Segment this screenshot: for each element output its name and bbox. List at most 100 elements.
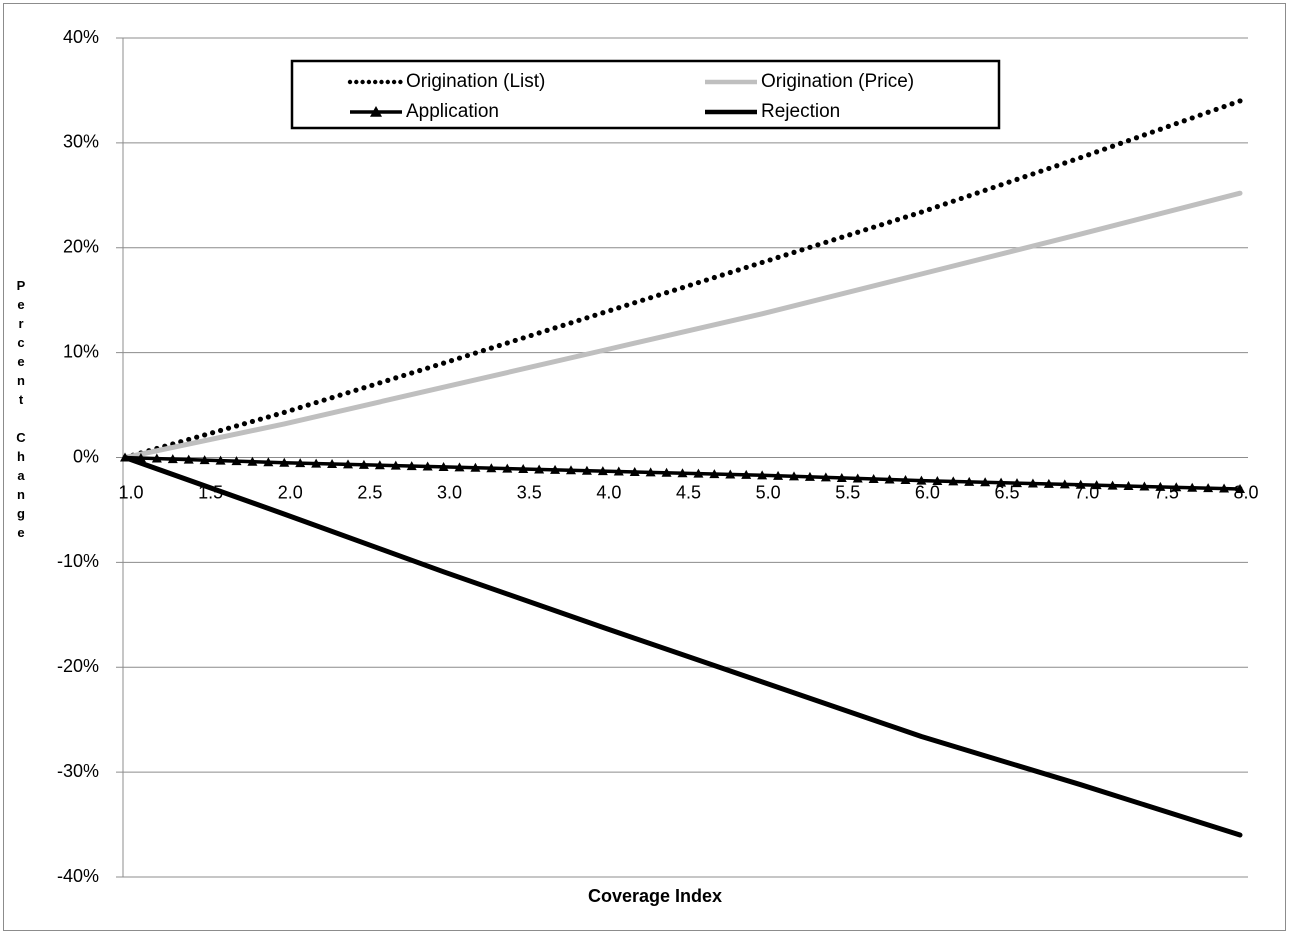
- y-tick-label: -20%: [57, 656, 99, 676]
- application-marker: [948, 476, 959, 486]
- application-marker: [358, 459, 369, 469]
- application-marker: [613, 466, 624, 476]
- data-point: [886, 219, 893, 225]
- data-point: [695, 279, 702, 286]
- legend-item: Rejection: [705, 101, 840, 122]
- application-marker: [454, 462, 465, 472]
- application-marker: [916, 475, 927, 485]
- legend-swatch: [354, 79, 359, 85]
- data-point: [942, 201, 948, 207]
- data-point: [1030, 171, 1036, 177]
- data-point: [528, 332, 534, 339]
- data-point: [863, 227, 869, 233]
- data-point: [472, 350, 479, 356]
- data-point: [703, 277, 709, 283]
- application-marker: [1027, 478, 1038, 488]
- data-point: [1221, 103, 1227, 110]
- data-point: [767, 257, 773, 263]
- data-point: [1197, 112, 1203, 118]
- y-tick-label: -10%: [57, 551, 99, 571]
- x-tick-label: 7.5: [1154, 482, 1179, 502]
- y-axis-title-letter: g: [17, 506, 25, 521]
- x-tick-label: 1.0: [118, 482, 143, 502]
- application-marker: [804, 471, 815, 481]
- y-axis-title-letter: c: [17, 335, 25, 350]
- x-tick-label: 4.0: [596, 482, 621, 502]
- application-marker: [757, 470, 768, 480]
- data-point: [186, 436, 192, 443]
- application-marker: [932, 475, 943, 485]
- application-marker: [215, 455, 226, 465]
- data-point: [194, 434, 200, 440]
- y-axis-title-letter: e: [17, 354, 25, 369]
- data-point: [297, 404, 303, 411]
- application-marker: [677, 468, 688, 478]
- application-marker: [566, 465, 576, 475]
- data-point: [217, 427, 224, 434]
- data-point: [847, 232, 853, 238]
- data-point: [1014, 176, 1020, 182]
- data-point: [783, 252, 789, 258]
- y-axis-title-letter: e: [17, 297, 25, 312]
- data-point: [281, 409, 287, 416]
- series-origination-list: [122, 98, 1243, 461]
- application-marker: [836, 472, 847, 482]
- data-point: [1062, 160, 1068, 166]
- data-point: [807, 244, 813, 250]
- x-tick-label: 6.5: [995, 482, 1020, 502]
- data-point: [1070, 157, 1076, 163]
- y-axis-title-letter: a: [17, 468, 25, 483]
- data-point: [894, 217, 901, 223]
- application-marker: [343, 459, 353, 469]
- data-point: [1165, 123, 1171, 130]
- data-point: [727, 269, 733, 276]
- application-marker: [1187, 482, 1198, 492]
- application-marker: [980, 477, 991, 487]
- application-marker: [1059, 479, 1070, 489]
- application-marker: [820, 472, 831, 482]
- data-point: [719, 272, 725, 278]
- data-point: [321, 397, 327, 403]
- application-marker: [1043, 478, 1054, 488]
- data-point: [1141, 132, 1148, 138]
- data-point: [1038, 168, 1044, 174]
- data-point: [1229, 101, 1235, 107]
- data-point: [966, 193, 972, 199]
- data-point: [409, 370, 415, 376]
- y-axis-title-letter: n: [17, 373, 25, 388]
- data-point: [401, 372, 407, 379]
- data-point: [910, 212, 917, 218]
- x-tick-label: 6.0: [915, 482, 940, 502]
- application-marker: [693, 468, 704, 478]
- data-point: [735, 267, 741, 273]
- application-marker: [550, 464, 561, 474]
- y-axis-title-letter: e: [17, 525, 25, 540]
- application-marker: [263, 457, 274, 467]
- data-point: [1181, 118, 1187, 124]
- y-axis-title-letter: t: [18, 392, 24, 407]
- series-application: [120, 452, 1245, 493]
- data-point: [313, 399, 319, 406]
- application-marker: [852, 473, 863, 483]
- legend: Origination (List) Origination (Price) App…: [290, 59, 1001, 130]
- data-point: [377, 380, 383, 386]
- data-point: [361, 385, 367, 391]
- data-point: [520, 335, 526, 341]
- application-marker: [438, 461, 449, 471]
- data-point: [1189, 115, 1195, 121]
- data-point: [1213, 106, 1219, 113]
- application-marker: [422, 461, 433, 471]
- application-marker: [964, 476, 975, 486]
- application-marker: [709, 469, 720, 479]
- x-tick-label: 5.5: [835, 482, 860, 502]
- application-marker: [279, 457, 290, 467]
- x-tick-label: 2.0: [278, 482, 303, 502]
- data-point: [1054, 163, 1060, 169]
- data-point: [512, 337, 518, 344]
- y-axis-title-letter: [11, 409, 31, 428]
- application-marker: [167, 454, 178, 464]
- data-point: [1237, 98, 1243, 104]
- data-point: [839, 234, 845, 240]
- application-marker: [1235, 483, 1245, 493]
- y-tick-label: 0%: [73, 446, 99, 466]
